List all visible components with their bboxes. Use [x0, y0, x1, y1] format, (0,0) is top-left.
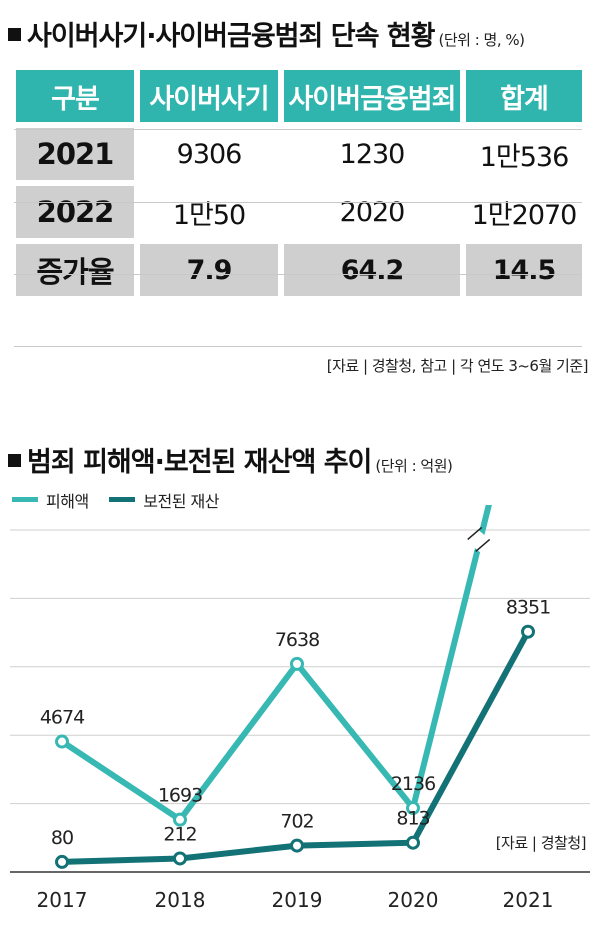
legend-label: 피해액	[46, 491, 89, 511]
data-point	[55, 734, 69, 749]
x-tick-label: 2017	[37, 888, 88, 912]
header-cell: 사이버사기	[140, 70, 278, 122]
row-divider	[14, 346, 582, 347]
row-divider	[14, 274, 582, 275]
table-header-row: 구분 사이버사기 사이버금융범죄 합계	[16, 70, 582, 122]
chart-title: 범죄 피해액·보전된 재산액 추이 (단위 : 억원)	[8, 440, 453, 479]
x-tick-label: 2019	[272, 888, 323, 912]
legend-item-damage: 피해액	[12, 488, 89, 512]
axis-break-gap	[469, 530, 491, 553]
data-point	[521, 624, 535, 639]
data-label: 8351	[506, 597, 550, 619]
axis-break-mark	[467, 526, 483, 541]
table-source: [자료 | 경찰청, 참고 | 각 연도 3~6월 기준]	[326, 357, 589, 375]
table-row: 2022 1만50 2020 1만2070	[16, 186, 582, 238]
legend-swatch	[109, 497, 136, 502]
x-tick-label: 2018	[155, 888, 206, 912]
legend-item-preserved: 보전된 재산	[109, 488, 219, 512]
chart-legend: 피해액 보전된 재산	[12, 487, 235, 512]
row-divider	[14, 129, 582, 130]
table-cell: 9306	[140, 128, 278, 180]
table-cell: 14.5	[466, 244, 582, 296]
table-row: 2021 9306 1230 1만536	[16, 128, 582, 180]
data-point	[173, 851, 187, 866]
data-point	[406, 835, 420, 850]
chart-unit: (단위 : 억원)	[375, 457, 453, 475]
row-header-cell: 2022	[16, 186, 134, 238]
data-label: 702	[280, 811, 313, 833]
table-cell: 2020	[284, 186, 460, 238]
data-label: 1693	[158, 785, 202, 807]
data-point	[55, 854, 69, 869]
data-label: 2136	[391, 773, 435, 795]
row-divider	[14, 202, 582, 203]
chart-title-text: 범죄 피해액·보전된 재산액 추이	[27, 447, 372, 478]
header-cell: 사이버금융범죄	[284, 70, 460, 122]
table-title: 사이버사기·사이버금융범죄 단속 현황 (단위 : 명, %)	[8, 14, 525, 53]
x-tick-label: 2020	[388, 888, 439, 912]
data-label: 7638	[275, 629, 319, 651]
data-label: 813	[396, 808, 429, 830]
data-label: 80	[51, 827, 73, 849]
data-point	[290, 656, 304, 671]
title-bullet	[8, 454, 21, 467]
table-row: 증가율 7.9 64.2 14.5	[16, 244, 582, 296]
row-header-cell: 2021	[16, 128, 134, 180]
legend-swatch	[12, 497, 38, 502]
table-unit: (단위 : 명, %)	[438, 31, 525, 49]
row-header-cell: 증가율	[16, 244, 134, 296]
table-cell: 1만50	[140, 186, 278, 238]
table-cell: 1230	[284, 128, 460, 180]
header-cell: 합계	[466, 70, 582, 122]
x-tick-label: 2021	[503, 888, 554, 912]
legend-label: 보전된 재산	[143, 491, 219, 511]
table-title-text: 사이버사기·사이버금융범죄 단속 현황	[27, 21, 435, 52]
line-chart: 46741693763821363조1282802127028138351201…	[10, 505, 590, 912]
data-point	[290, 838, 304, 853]
table-cell: 64.2	[284, 244, 460, 296]
table-cell: 1만2070	[466, 186, 582, 238]
data-label: 4674	[40, 707, 85, 729]
table-cell: 1만536	[466, 128, 582, 180]
header-cell: 구분	[16, 70, 134, 122]
data-point	[173, 812, 187, 827]
data-label: 212	[163, 823, 196, 845]
data-point	[406, 801, 420, 816]
stats-table: 구분 사이버사기 사이버금융범죄 합계 2021 9306 1230 1만536…	[10, 64, 588, 302]
table-cell: 7.9	[140, 244, 278, 296]
title-bullet	[8, 28, 21, 41]
chart-source: [자료 | 경찰청]	[495, 834, 587, 852]
axis-break-mark	[475, 538, 491, 553]
